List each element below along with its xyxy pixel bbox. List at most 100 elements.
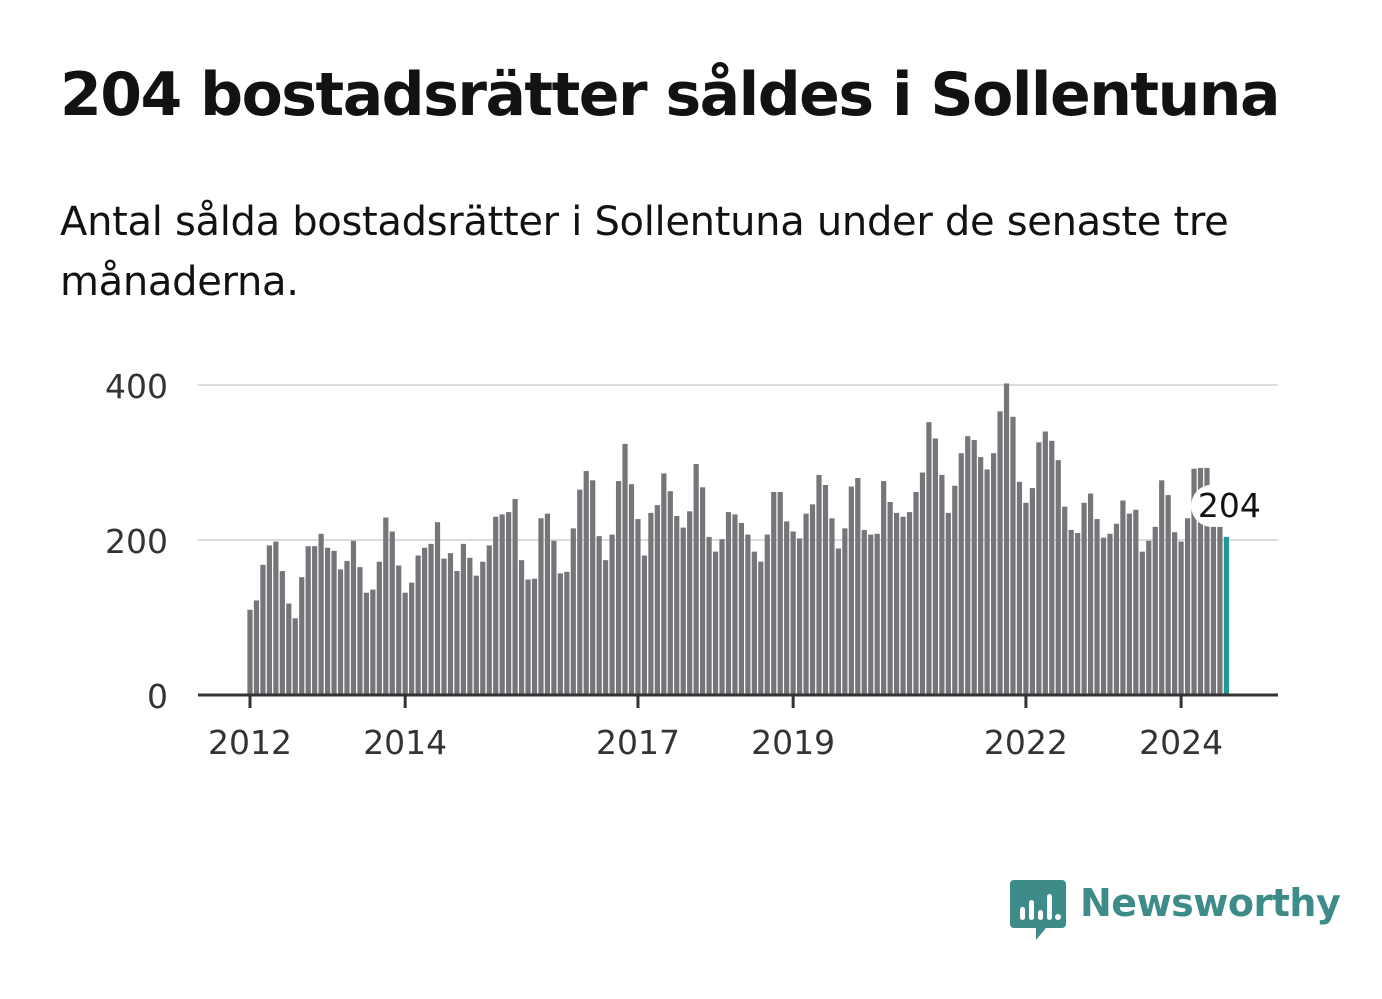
bar [1184, 518, 1191, 695]
bar [1197, 467, 1204, 695]
bars [247, 383, 1229, 695]
bar [506, 512, 512, 695]
bar [428, 543, 434, 695]
bar [318, 533, 324, 695]
bar [525, 579, 531, 695]
bar [331, 550, 337, 695]
bar [719, 539, 725, 695]
bar [790, 531, 796, 695]
bar [324, 547, 331, 695]
bar [1172, 532, 1178, 695]
bar [654, 505, 660, 695]
y-tick-label: 0 [147, 677, 168, 716]
bar [312, 546, 318, 695]
bar [771, 491, 777, 695]
bar [409, 582, 415, 695]
y-tick-label: 200 [105, 522, 168, 561]
bar [363, 592, 369, 695]
bar [544, 513, 551, 695]
bar [641, 555, 648, 695]
bar [628, 484, 635, 695]
bar [622, 443, 628, 695]
bar [531, 578, 538, 695]
bar [434, 522, 441, 695]
brand-name: Newsworthy [1080, 881, 1341, 925]
bar [700, 487, 706, 695]
bar [460, 543, 466, 695]
bar [1159, 480, 1165, 695]
bar [389, 531, 395, 695]
bar [965, 436, 971, 695]
bar [1152, 526, 1158, 695]
bar [402, 592, 408, 695]
bar [687, 511, 693, 695]
bar [725, 512, 732, 695]
bar [1094, 519, 1100, 695]
bar [473, 575, 479, 695]
bar [518, 560, 525, 695]
bar [732, 514, 738, 695]
bar [829, 518, 835, 695]
bar [1139, 551, 1145, 695]
bar [1217, 526, 1223, 695]
bar [1075, 533, 1081, 695]
annotations: 204 [1191, 484, 1268, 527]
bar [751, 551, 757, 695]
bar [1062, 506, 1068, 695]
newsworthy-logo-icon [1010, 880, 1066, 940]
bar [1133, 509, 1139, 695]
bar [350, 540, 357, 695]
bar [421, 547, 428, 695]
bar [945, 512, 951, 695]
bar [415, 555, 421, 695]
bar [939, 474, 945, 695]
highlight-value-label: 204 [1198, 486, 1261, 525]
bar [1178, 541, 1184, 695]
bar [777, 491, 783, 695]
bar [745, 534, 751, 695]
bar [538, 518, 544, 695]
bar [784, 521, 790, 695]
bar [1016, 481, 1023, 695]
bar [292, 618, 298, 695]
bar [855, 478, 861, 695]
bar [764, 534, 770, 695]
bar [848, 486, 854, 695]
bar [247, 609, 253, 695]
x-tick-label: 2022 [984, 723, 1068, 762]
bar [803, 513, 809, 695]
bar [868, 534, 874, 695]
bar [926, 422, 932, 695]
bar [344, 560, 350, 695]
bar [984, 469, 990, 695]
bar [1107, 533, 1113, 695]
bar [1113, 523, 1120, 695]
bar [493, 516, 499, 695]
bar [577, 489, 583, 695]
chart-subtitle: Antal sålda bostadsrätter i Sollentuna u… [60, 199, 1229, 305]
bar [1042, 431, 1048, 695]
bar [1055, 460, 1061, 695]
bar [758, 561, 764, 695]
x-tick-label: 2014 [363, 723, 447, 762]
bar [1036, 442, 1042, 695]
bar [661, 473, 667, 695]
bar [906, 512, 913, 695]
highlight-label-bg [1191, 484, 1268, 527]
bar [894, 512, 900, 695]
bar [816, 474, 822, 695]
bar [822, 484, 829, 695]
bar [299, 577, 305, 695]
bar [874, 533, 880, 695]
bar [1068, 529, 1074, 695]
bar [674, 515, 680, 695]
bar [1146, 540, 1152, 695]
bar [1126, 513, 1132, 695]
bar [997, 411, 1003, 695]
bar [499, 514, 505, 695]
x-tick-label: 2019 [751, 723, 835, 762]
x-tick-label: 2024 [1139, 723, 1223, 762]
bar [1081, 502, 1087, 695]
axes: 0 200 400 2012 2014 2017 2019 2022 2024 [105, 367, 1278, 762]
bar [596, 536, 602, 695]
